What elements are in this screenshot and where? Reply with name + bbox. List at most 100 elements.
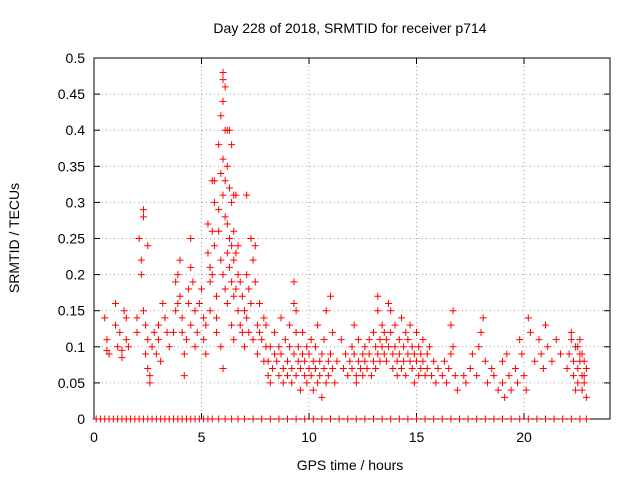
data-point [187,235,195,242]
zero-data-point [413,415,420,423]
zero-data-point [258,415,266,423]
data-point [284,372,291,380]
y-tick-label: 0.15 [58,303,85,319]
data-point [251,278,259,286]
data-point [387,328,395,336]
data-point [333,357,341,365]
data-point [301,357,309,365]
data-point [215,206,223,214]
data-point [518,350,526,358]
data-point [185,285,193,293]
data-point [348,343,356,351]
data-point [195,299,203,307]
data-point [374,292,382,300]
data-point [552,336,560,344]
zero-data-point [327,415,334,423]
data-point [567,336,575,344]
data-point [228,198,236,206]
y-tick-label: 0.35 [58,158,85,174]
data-point [219,364,227,372]
data-point [557,350,565,358]
data-point [305,350,313,358]
data-point [288,379,296,387]
data-point [284,357,291,365]
data-point [374,307,382,315]
data-point [526,328,534,336]
data-point [316,372,324,380]
data-point [296,386,304,394]
data-point [139,206,147,214]
data-point [499,379,506,387]
zero-data-point [533,415,541,423]
data-point [387,307,395,315]
data-point [279,364,287,372]
data-point [230,336,238,344]
zero-data-point [542,415,549,423]
data-point [505,372,513,380]
data-point [423,350,431,358]
data-point [221,177,229,185]
data-point [370,357,377,365]
data-point [410,350,418,358]
data-point [350,350,358,358]
data-point [578,350,586,358]
y-tick-label: 0.1 [66,339,86,355]
zero-data-point [490,415,498,423]
data-point [359,372,367,380]
data-point [253,350,261,358]
data-point [406,321,414,329]
data-point [122,336,130,344]
data-point [103,346,111,354]
data-point [425,343,433,351]
data-point [296,364,304,372]
zero-data-point [507,415,515,423]
data-point [535,336,543,344]
data-point [294,357,302,365]
zero-data-point [456,415,463,423]
data-point [391,321,399,329]
data-point [288,364,296,372]
data-point [275,343,283,351]
data-point [170,328,178,336]
data-point [359,350,367,358]
zero-data-point [404,415,412,423]
data-point [324,372,332,380]
data-point [204,249,212,257]
data-point [524,314,532,322]
data-point [490,372,498,380]
data-point [155,321,162,329]
data-point [271,350,279,358]
data-point [253,321,261,329]
data-point [488,364,496,372]
data-point [477,328,485,336]
data-point [228,141,236,149]
data-point [339,364,347,372]
data-point [307,336,315,344]
data-point [481,357,489,365]
data-point [503,350,511,358]
zero-data-point [275,415,283,423]
data-point [159,299,167,307]
zero-data-point [582,415,590,423]
data-point [294,343,302,351]
data-point [367,372,375,380]
data-point [548,357,556,365]
data-point [174,299,182,307]
data-point [198,285,205,293]
data-point [217,256,225,264]
data-point [105,350,113,358]
data-points [92,68,590,423]
data-point [430,357,438,365]
data-point [260,314,268,322]
data-point [473,372,481,380]
data-point [223,220,231,228]
data-point [522,386,530,394]
data-point [428,372,436,380]
zero-data-point [301,415,309,423]
data-point [271,328,279,336]
data-point [391,343,399,351]
data-point [415,343,423,351]
data-point [499,357,506,365]
data-point [217,112,225,120]
